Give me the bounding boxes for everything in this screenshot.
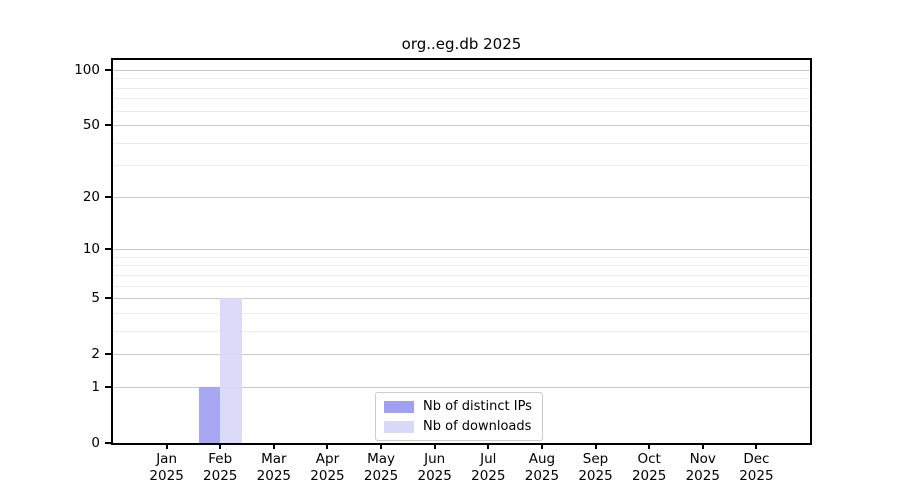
x-tick-mark — [433, 443, 436, 449]
x-tick-label: Nov 2025 — [685, 451, 720, 484]
minor-gridline — [113, 87, 810, 89]
minor-gridline — [113, 78, 810, 80]
x-tick-mark — [487, 443, 490, 449]
x-tick-label: Aug 2025 — [524, 451, 560, 484]
legend-swatch-downloads-icon — [384, 420, 414, 433]
y-tick-label: 50 — [82, 117, 100, 134]
y-tick-label: 20 — [82, 188, 100, 205]
minor-gridline — [113, 312, 810, 314]
y-tick-mark — [105, 248, 111, 251]
legend: Nb of distinct IPs Nb of downloads — [375, 392, 543, 441]
y-tick-label: 0 — [91, 435, 100, 451]
minor-gridline — [113, 274, 810, 276]
x-tick-mark — [755, 443, 758, 449]
legend-item-distinct-ips: Nb of distinct IPs — [384, 399, 532, 414]
x-tick-label: May 2025 — [363, 451, 399, 484]
major-gridline — [113, 386, 810, 388]
minor-gridline — [113, 285, 810, 287]
x-tick-mark — [594, 443, 597, 449]
y-tick-label: 100 — [74, 62, 100, 78]
y-tick-mark — [105, 385, 111, 388]
plot-area: Nb of distinct IPs Nb of downloads — [111, 58, 812, 445]
minor-gridline — [113, 110, 810, 112]
y-tick-mark — [105, 195, 111, 198]
x-tick-mark — [326, 443, 329, 449]
legend-item-downloads: Nb of downloads — [384, 419, 532, 434]
y-tick-mark — [105, 124, 111, 127]
x-tick-label: Sep 2025 — [578, 451, 613, 484]
major-gridline — [113, 125, 810, 127]
y-tick-label: 2 — [91, 346, 100, 363]
y-tick-label: 5 — [91, 290, 100, 307]
major-gridline — [113, 249, 810, 251]
minor-gridline — [113, 165, 810, 167]
minor-gridline — [113, 330, 810, 332]
x-tick-mark — [540, 443, 543, 449]
x-tick-mark — [701, 443, 704, 449]
x-tick-label: Dec 2025 — [739, 451, 774, 484]
y-tick-label: 10 — [82, 241, 100, 258]
minor-gridline — [113, 98, 810, 100]
legend-label-distinct-ips: Nb of distinct IPs — [423, 399, 532, 414]
y-tick-mark — [105, 353, 111, 356]
x-tick-mark — [165, 443, 168, 449]
major-gridline — [113, 70, 810, 71]
legend-swatch-distinct-ips-icon — [384, 400, 414, 413]
x-tick-mark — [648, 443, 651, 449]
bar-nb-of-downloads-feb-2025 — [220, 298, 242, 443]
minor-gridline — [113, 142, 810, 144]
x-tick-label: Jun 2025 — [417, 451, 452, 484]
minor-gridline — [113, 256, 810, 258]
major-gridline — [113, 196, 810, 198]
x-tick-mark — [380, 443, 383, 449]
chart-title: org..eg.db 2025 — [401, 35, 522, 53]
x-tick-label: Mar 2025 — [256, 451, 292, 484]
legend-label-downloads: Nb of downloads — [423, 419, 532, 434]
x-tick-label: Apr 2025 — [310, 451, 345, 484]
x-tick-mark — [219, 443, 222, 449]
minor-gridline — [113, 265, 810, 267]
bar-nb-of-distinct-ips-feb-2025 — [198, 386, 221, 443]
y-tick-label: 1 — [91, 378, 100, 395]
y-tick-mark — [105, 69, 111, 71]
major-gridline — [113, 354, 810, 356]
x-tick-label: Jul 2025 — [471, 451, 506, 484]
y-tick-mark — [105, 442, 111, 444]
x-tick-label: Feb 2025 — [203, 451, 238, 484]
x-tick-label: Jan 2025 — [149, 451, 184, 484]
major-gridline — [113, 298, 810, 300]
x-tick-mark — [272, 443, 275, 449]
x-tick-label: Oct 2025 — [631, 451, 667, 484]
y-tick-mark — [105, 297, 111, 300]
